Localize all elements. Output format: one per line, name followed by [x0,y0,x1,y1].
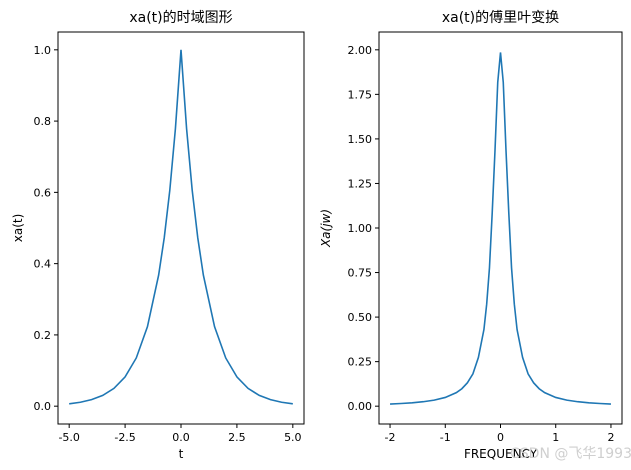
y-tick-label: 0.0 [34,400,52,413]
watermark: CSDN @飞华1993 [510,446,631,462]
y-tick-label: 1.0 [34,44,52,57]
y-tick-label: 0.25 [348,356,373,369]
time-domain-chart: xa(t)的时域图形 -5.0 -2.5 0.0 2.5 5.0 0.0 0.2 0.4 0.6 0… [11,10,305,461]
y-tick-label: 2.00 [348,44,373,57]
y-tick-label: 0.75 [348,267,373,280]
y-tick-label: 0.50 [348,311,373,324]
y-tick-label: 0.8 [34,115,52,128]
x-axis-label: t [179,447,184,461]
chart-title: xa(t)的时域图形 [129,10,232,26]
x-tick-label: 0 [497,431,504,444]
x-axis-label: FREQUENCY [464,447,538,461]
x-tick-label: -2 [385,431,396,444]
y-tick-label: 0.00 [348,400,373,413]
y-tick-label: 1.75 [348,88,373,101]
y-tick-label: 1.50 [348,133,373,146]
axes-frame [378,31,623,425]
y-axis-label: Xa(jw) [319,209,333,248]
y-tick-label: 1.25 [348,177,373,190]
x-tick-label: -1 [440,431,451,444]
fourier-transform-chart: xa(t)的傅里叶变换 -2 -1 0 1 2 0.00 0.25 0.50 0.75 1.00 1.… [319,9,623,461]
x-tick-label: -2.5 [114,431,135,444]
y-tick-label: 1.00 [348,222,373,235]
x-tick-label: 2 [607,431,614,444]
x-tick-label: -5.0 [58,431,79,444]
y-tick-label: 0.2 [34,329,52,342]
series-line [69,49,293,405]
x-tick-label: 2.5 [228,431,246,444]
chart-title: xa(t)的傅里叶变换 [442,9,559,26]
x-tick-label: 5.0 [284,431,302,444]
series-line [390,52,611,405]
axes-frame [57,31,305,425]
y-tick-label: 0.6 [34,186,52,199]
x-tick-label: 1 [552,431,559,444]
y-axis-label: xa(t) [11,214,25,243]
y-tick-label: 0.4 [34,258,52,271]
x-tick-label: 0.0 [172,431,190,444]
